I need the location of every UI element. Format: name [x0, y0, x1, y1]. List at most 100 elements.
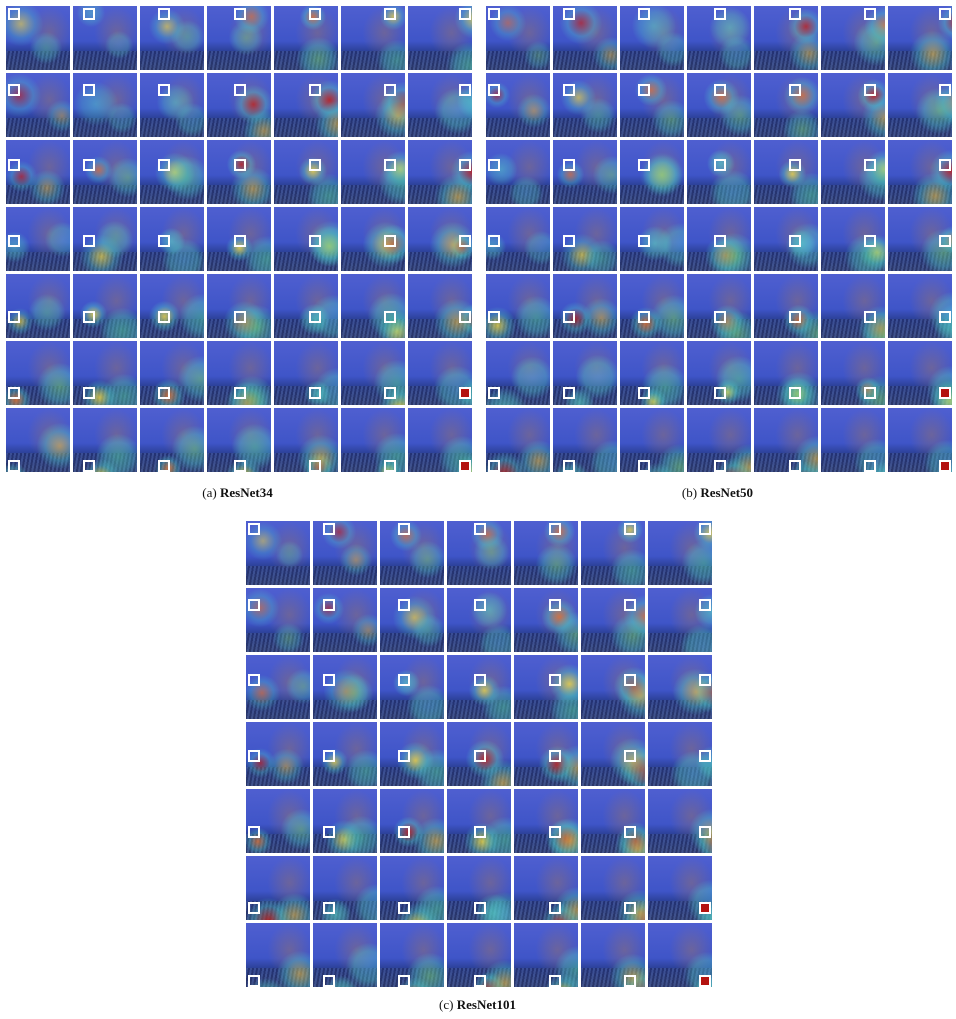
heatmap-thumbnail — [140, 274, 204, 338]
heatmap-thumbnail — [821, 73, 885, 137]
panel-b: (b) ResNet50 — [486, 6, 952, 506]
attention-blob — [515, 295, 550, 338]
attention-blob — [390, 521, 422, 552]
query-marker — [638, 386, 651, 399]
query-marker — [248, 750, 260, 763]
attention-blob — [6, 160, 38, 192]
query-marker — [83, 460, 96, 472]
query-marker — [788, 460, 801, 472]
query-marker — [473, 598, 486, 611]
query-marker — [939, 159, 952, 172]
heatmap-thumbnail — [380, 521, 444, 585]
attention-blob — [100, 307, 137, 338]
heatmap-thumbnail — [486, 274, 550, 338]
heatmap-thumbnail — [246, 521, 310, 585]
heatmap-thumbnail — [274, 73, 338, 137]
attention-blob — [104, 30, 134, 60]
heatmap-thumbnail — [581, 789, 645, 853]
heatmap-thumbnail — [207, 6, 271, 70]
attention-blob — [246, 675, 280, 711]
heatmap-thumbnail — [408, 6, 472, 70]
attention-blob — [516, 94, 550, 128]
grass-texture — [486, 251, 550, 271]
attention-blob — [433, 299, 472, 338]
query-marker — [323, 598, 336, 611]
heatmap-thumbnail — [274, 274, 338, 338]
query-marker — [233, 386, 246, 399]
heatmap-thumbnail — [73, 73, 137, 137]
query-marker — [8, 386, 20, 399]
attention-blob — [517, 439, 550, 472]
query-marker — [638, 159, 651, 172]
heatmap-thumbnail — [754, 274, 818, 338]
query-marker — [8, 159, 20, 172]
heatmap-thumbnail — [6, 140, 70, 204]
heatmap-thumbnail — [341, 274, 405, 338]
attention-blob — [314, 101, 338, 137]
heatmap-thumbnail — [380, 588, 444, 652]
heatmap-thumbnail — [514, 655, 578, 719]
query-marker — [864, 460, 876, 472]
attention-blob — [101, 374, 137, 405]
query-marker — [864, 310, 876, 323]
grass-texture — [754, 117, 818, 137]
attention-blob — [473, 535, 509, 570]
heatmap-thumbnail — [6, 408, 70, 472]
query-marker — [308, 235, 321, 248]
query-marker — [83, 386, 96, 399]
attention-blob — [592, 36, 617, 70]
attention-blob — [671, 751, 712, 786]
heatmap-thumbnail — [821, 207, 885, 271]
attention-blob — [486, 388, 527, 405]
query-marker — [248, 598, 260, 611]
attention-blob — [673, 669, 712, 716]
query-marker — [248, 523, 260, 535]
attention-blob — [681, 540, 712, 585]
query-marker — [473, 901, 486, 914]
attention-blob — [707, 149, 735, 178]
heatmap-thumbnail — [754, 6, 818, 70]
query-marker — [548, 825, 561, 838]
grass-texture — [380, 699, 444, 719]
grass-texture — [648, 766, 712, 786]
heatmap-thumbnail — [408, 408, 472, 472]
query-marker — [548, 975, 561, 987]
heatmap-thumbnail — [408, 207, 472, 271]
heatmap-thumbnail — [648, 856, 712, 920]
grass-texture — [246, 632, 310, 652]
query-marker — [713, 460, 726, 472]
heatmap-thumbnail — [140, 341, 204, 405]
heatmap-thumbnail — [246, 923, 310, 987]
heatmap-thumbnail — [207, 140, 271, 204]
heatmap-thumbnail — [341, 207, 405, 271]
heatmap-thumbnail — [687, 6, 751, 70]
heatmap-thumbnail — [313, 588, 377, 652]
heatmap-thumbnail — [73, 408, 137, 472]
heatmap-thumbnail — [274, 341, 338, 405]
attention-blob — [157, 83, 195, 121]
query-marker — [864, 235, 876, 248]
query-marker — [939, 310, 952, 323]
attention-blob — [6, 462, 29, 472]
heatmap-thumbnail — [73, 274, 137, 338]
attention-blob — [79, 234, 123, 271]
heatmap-thumbnail — [888, 408, 952, 472]
caption-b: (b) ResNet50 — [486, 485, 949, 501]
heatmap-thumbnail — [246, 722, 310, 786]
attention-blob — [229, 20, 264, 55]
attention-blob — [864, 6, 885, 46]
heatmap-thumbnail — [6, 274, 70, 338]
query-marker — [473, 523, 486, 535]
attention-blob — [368, 292, 405, 338]
query-marker — [548, 750, 561, 763]
query-marker — [939, 460, 952, 472]
attention-blob — [354, 884, 377, 920]
heatmap-thumbnail — [486, 408, 550, 472]
attention-blob — [554, 612, 578, 652]
query-marker — [488, 310, 500, 323]
query-marker — [158, 386, 171, 399]
grass-texture — [754, 50, 818, 70]
attention-blob — [44, 221, 70, 257]
attention-blob — [561, 80, 597, 116]
query-marker — [384, 310, 396, 323]
